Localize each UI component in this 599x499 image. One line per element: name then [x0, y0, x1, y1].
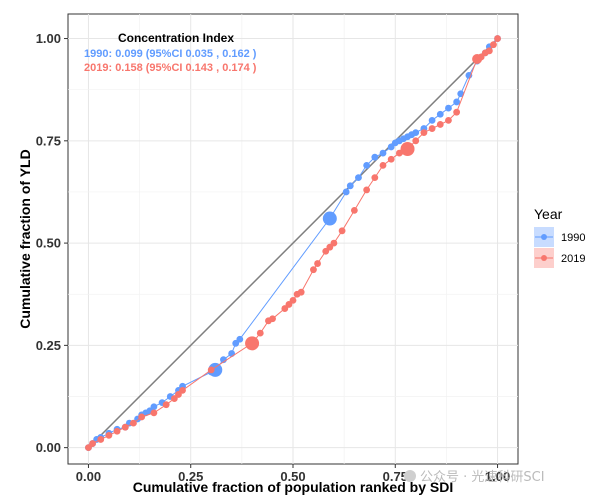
legend-item-1990: 1990	[534, 227, 585, 247]
x-tick-label: 0.75	[383, 469, 408, 484]
data-point-2019	[150, 409, 158, 417]
data-point-2019	[310, 266, 317, 274]
x-tick-label: 0.50	[280, 469, 305, 484]
data-point-2019	[97, 436, 105, 443]
data-point-2019	[330, 239, 338, 247]
line-of-equality	[87, 38, 499, 449]
legend-title: Year	[534, 206, 563, 222]
legend-label-1990: 1990	[561, 232, 585, 244]
data-point-2019	[179, 386, 186, 394]
data-point-2019	[436, 121, 444, 128]
concentration-index-1990: 1990: 0.099 (95%CI 0.035 , 0.162 )	[84, 48, 257, 60]
data-point-2019	[490, 41, 497, 49]
data-point-2019	[379, 161, 387, 169]
series-group	[85, 35, 501, 452]
concentration-index-2019: 2019: 0.158 (95%CI 0.143 , 0.174 )	[84, 62, 257, 74]
data-point-1990	[150, 403, 158, 411]
y-axis-title: Cumulative fraction of YLD	[17, 149, 33, 328]
y-tick-label: 0.25	[36, 338, 61, 353]
data-point-1990	[208, 362, 223, 377]
data-point-2019	[371, 174, 379, 182]
y-tick-label: 0.50	[36, 236, 61, 251]
data-point-1990	[412, 129, 420, 137]
data-point-1990	[453, 98, 461, 106]
data-point-2019	[445, 116, 452, 124]
data-point-2019	[105, 431, 113, 439]
data-point-1990	[228, 350, 236, 357]
y-axis-ticks: 0.00 0.25 0.50 0.75 1.00	[36, 31, 68, 455]
data-point-2019	[485, 47, 493, 55]
data-point-2019	[314, 260, 321, 267]
data-point-2019	[400, 142, 415, 156]
data-point-2019	[138, 413, 146, 421]
data-point-1990	[445, 104, 452, 112]
x-axis-ticks: 0.00 0.25 0.50 0.75 1.00	[76, 464, 510, 484]
data-point-2019	[89, 440, 96, 447]
data-point-2019	[428, 125, 436, 132]
data-point-1990	[379, 149, 387, 157]
x-axis-title: Cumulative fraction of population ranked…	[133, 479, 453, 495]
data-point-2019	[121, 423, 129, 431]
data-point-2019	[420, 129, 428, 137]
y-tick-label: 0.75	[36, 133, 61, 148]
data-point-2019	[297, 288, 305, 296]
legend-label-2019: 2019	[561, 253, 585, 265]
data-point-2019	[269, 315, 276, 323]
data-point-2019	[412, 137, 420, 145]
data-point-2019	[453, 108, 461, 116]
watermark: 公众号 · 光速科研SCI	[420, 470, 545, 485]
data-point-1990	[457, 90, 465, 98]
y-tick-label: 0.00	[36, 440, 61, 455]
series-2019	[85, 35, 501, 452]
data-point-2019	[113, 427, 121, 435]
watermark-logo-icon	[404, 470, 416, 482]
legend-item-2019: 2019	[534, 248, 585, 268]
data-point-1990	[236, 335, 244, 343]
legend-key-point	[541, 255, 547, 261]
x-tick-label: 0.25	[178, 469, 203, 484]
data-point-2019	[494, 35, 501, 42]
data-point-2019	[256, 329, 264, 337]
concentration-index-title: Concentration Index	[118, 31, 234, 45]
x-tick-label: 0.00	[76, 469, 101, 484]
data-point-2019	[350, 206, 358, 214]
legend-key-point	[541, 234, 547, 240]
data-point-2019	[338, 227, 346, 235]
data-point-2019	[387, 155, 395, 163]
data-point-2019	[289, 296, 297, 304]
data-point-1990	[346, 182, 354, 190]
y-tick-label: 1.00	[36, 31, 61, 46]
data-point-1990	[342, 188, 350, 196]
grid-lines	[68, 14, 518, 464]
data-point-1990	[355, 174, 362, 182]
x-tick-label: 1.00	[485, 469, 510, 484]
data-point-2019	[130, 419, 137, 427]
data-point-1990	[371, 153, 379, 161]
data-point-2019	[245, 336, 260, 351]
data-point-1990	[322, 211, 337, 226]
data-point-2019	[363, 186, 371, 194]
legend: 1990 2019	[534, 227, 585, 268]
data-point-1990	[428, 116, 436, 124]
data-point-1990	[363, 161, 371, 169]
data-point-2019	[162, 401, 170, 409]
data-point-2019	[207, 366, 215, 374]
data-point-1990	[436, 110, 444, 118]
